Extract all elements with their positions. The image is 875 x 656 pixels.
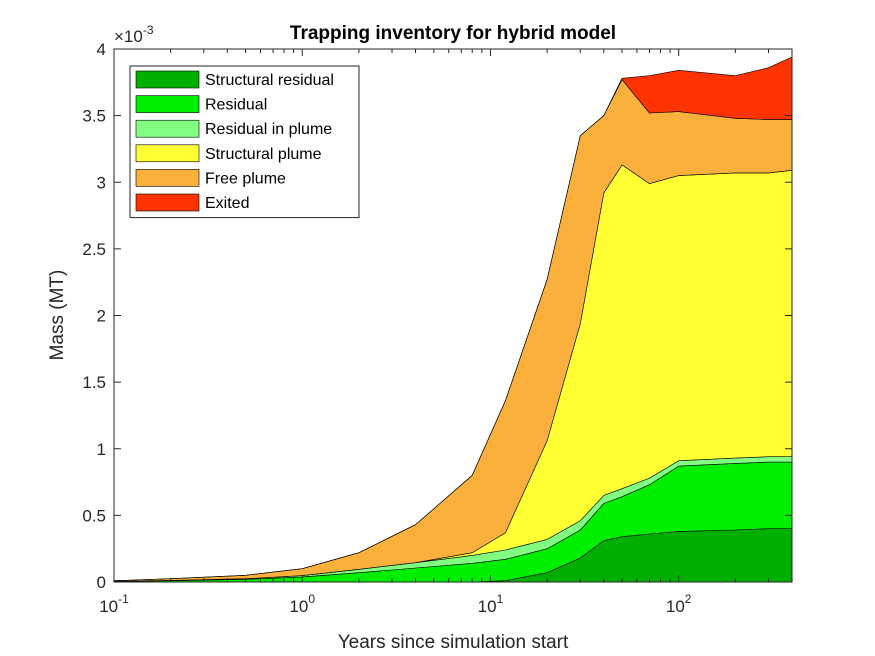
y-exponent-power: -3 <box>143 23 154 37</box>
x-tick-label: 101 <box>478 592 504 616</box>
legend-label-structural-residual: Structural residual <box>205 72 334 89</box>
legend-label-exited: Exited <box>205 195 249 212</box>
x-axis-label: Years since simulation start <box>338 632 569 653</box>
legend-swatch-exited <box>135 193 200 212</box>
legend: Structural residual Residual Residual in p… <box>129 65 360 219</box>
legend-swatch-structural-residual <box>135 70 200 89</box>
y-tick-label: 1.5 <box>82 373 106 392</box>
x-tick-label: 102 <box>666 592 692 616</box>
y-tick-label: 3 <box>97 173 106 192</box>
y-tick-label: 1 <box>97 440 106 459</box>
y-tick-label: 3.5 <box>82 107 106 126</box>
legend-label-residual-in-plume: Residual in plume <box>205 121 332 138</box>
legend-swatch-residual-in-plume <box>135 119 200 138</box>
x-tick-label: 100 <box>289 592 315 616</box>
stacked-areas <box>113 56 793 583</box>
legend-box <box>129 65 360 219</box>
y-tick-label: 0.5 <box>82 506 106 525</box>
legend-swatch-residual <box>135 95 200 113</box>
y-exponent-base: ×10 <box>114 27 143 46</box>
x-tick-label: 10-1 <box>99 592 129 616</box>
legend-label-free-plume: Free plume <box>205 170 286 187</box>
legend-swatch-structural-plume <box>135 144 200 163</box>
legend-swatch-free-plume <box>135 169 200 187</box>
y-axis-label: Mass (MT) <box>47 270 68 361</box>
y-tick-label: 2 <box>97 307 106 326</box>
legend-label-structural-plume: Structural plume <box>205 146 322 163</box>
x-axis-ticks: 10-1 100 101 102 <box>99 49 793 616</box>
legend-label-residual: Residual <box>205 97 267 114</box>
y-tick-label: 4 <box>97 40 106 59</box>
y-axis-ticks: 0 0.5 1 1.5 2 2.5 3 3.5 4 <box>82 40 792 592</box>
chart-title: Trapping inventory for hybrid model <box>290 23 616 44</box>
y-tick-label: 2.5 <box>82 240 106 259</box>
y-tick-label: 0 <box>97 573 106 592</box>
y-exponent-label: ×10-3 <box>114 23 154 46</box>
